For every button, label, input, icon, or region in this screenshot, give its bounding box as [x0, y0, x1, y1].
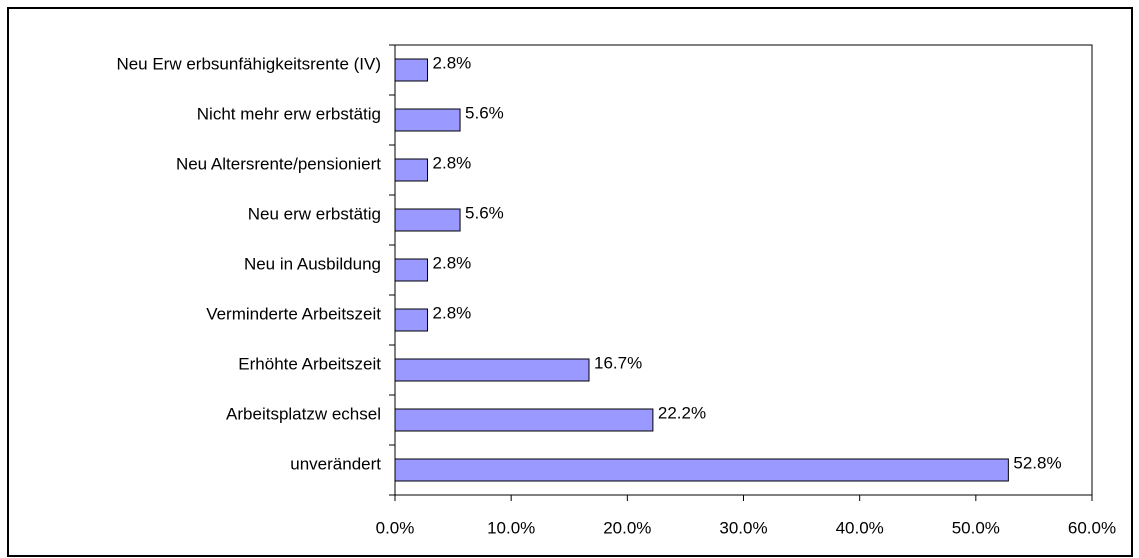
- x-tick-label: 30.0%: [719, 518, 767, 537]
- value-label: 52.8%: [1013, 453, 1061, 472]
- y-tick-label: Neu erw erbstätig: [248, 204, 381, 223]
- y-tick-label: Nicht mehr erw erbstätig: [197, 104, 381, 123]
- y-tick-label: Neu Erw erbsunfähigkeitsrente (IV): [116, 54, 381, 73]
- y-tick-label: Neu in Ausbildung: [244, 254, 381, 273]
- value-label: 2.8%: [433, 153, 472, 172]
- bar: [394, 358, 590, 382]
- value-label: 2.8%: [433, 53, 472, 72]
- y-tick-label: Verminderte Arbeitszeit: [206, 304, 381, 323]
- value-label: 2.8%: [433, 303, 472, 322]
- value-label: 16.7%: [594, 353, 642, 372]
- x-tick-label: 40.0%: [836, 518, 884, 537]
- bar: [394, 458, 1009, 482]
- bar: [394, 308, 429, 332]
- bar: [394, 108, 461, 132]
- x-tick-label: 60.0%: [1068, 518, 1116, 537]
- bar: [394, 408, 654, 432]
- value-label: 2.8%: [433, 253, 472, 272]
- y-tick-label: Arbeitsplatzw echsel: [226, 404, 381, 423]
- value-label: 5.6%: [465, 103, 504, 122]
- y-tick-label: Erhöhte Arbeitszeit: [238, 354, 381, 373]
- value-label: 5.6%: [465, 203, 504, 222]
- x-tick-label: 50.0%: [952, 518, 1000, 537]
- x-tick-label: 10.0%: [487, 518, 535, 537]
- bar: [394, 258, 429, 282]
- x-tick-label: 20.0%: [603, 518, 651, 537]
- y-tick-label: unverändert: [290, 454, 381, 473]
- bar: [394, 208, 461, 232]
- y-tick-label: Neu Altersrente/pensioniert: [176, 154, 381, 173]
- value-label: 22.2%: [658, 403, 706, 422]
- bar: [394, 158, 429, 182]
- bar: [394, 58, 429, 82]
- x-tick-label: 0.0%: [376, 518, 415, 537]
